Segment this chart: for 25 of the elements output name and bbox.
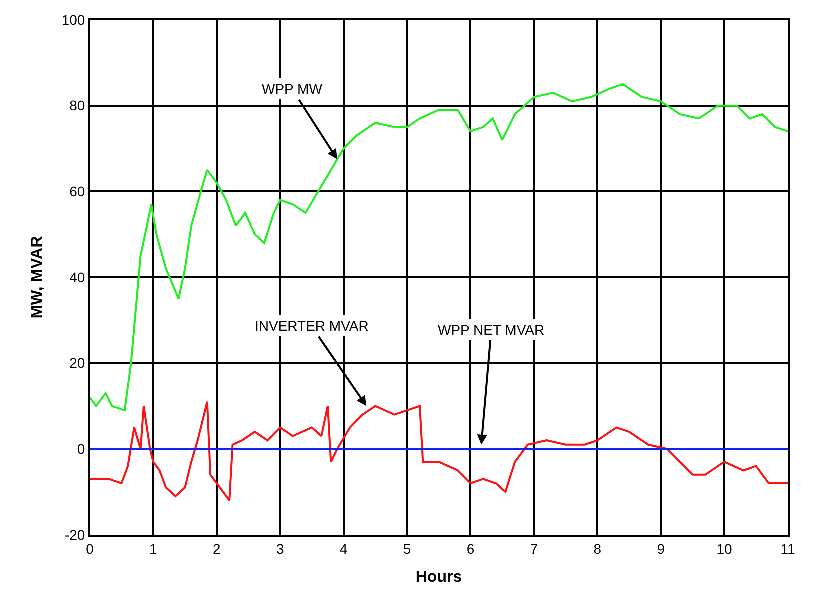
y-tick-label: -20	[64, 526, 86, 543]
line-series	[90, 83, 788, 412]
annotation: INVERTER MVAR	[255, 318, 369, 334]
x-tick-label: 5	[403, 540, 412, 557]
x-tick-label: 7	[530, 540, 538, 557]
x-tick-label: 1	[150, 540, 158, 557]
y-tick-label: 40	[70, 269, 86, 286]
x-tick-label: 4	[340, 540, 348, 557]
x-axis-title: Hours	[416, 569, 462, 586]
y-tick-label: 100	[62, 12, 86, 28]
line-series	[90, 400, 788, 502]
y-tick-label: 0	[77, 441, 86, 458]
y-tick-label: 80	[70, 98, 86, 114]
y-tick-label: 60	[70, 184, 86, 200]
x-tick-label: 11	[780, 540, 796, 557]
annotation: WPP MW	[262, 81, 324, 97]
annotation: WPP NET MVAR	[438, 322, 545, 338]
y-tick-label: 20	[70, 355, 86, 372]
x-tick-label: 8	[594, 540, 602, 557]
y-axis-title: MW, MVAR	[29, 236, 46, 319]
x-tick-label: 9	[657, 540, 666, 557]
x-tick-label: 6	[466, 540, 475, 557]
x-tick-label: 10	[716, 540, 733, 557]
x-tick-label: 3	[276, 540, 284, 557]
x-tick-label: 2	[213, 540, 222, 557]
